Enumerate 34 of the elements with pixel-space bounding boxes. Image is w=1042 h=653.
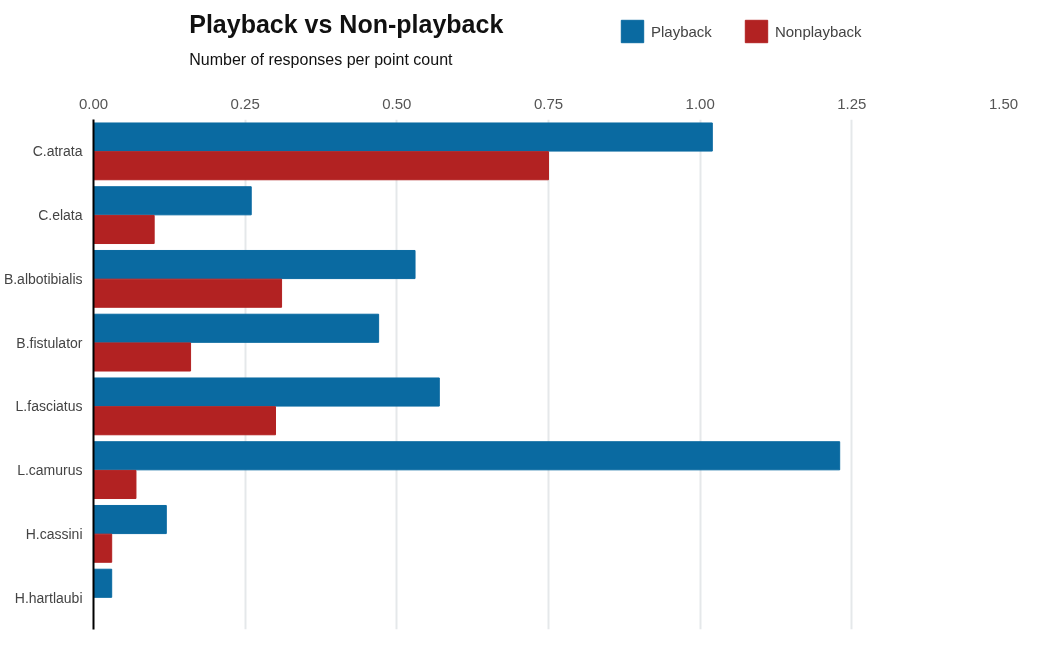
bar — [93, 313, 380, 343]
x-tick-label: 1.50 — [988, 94, 1019, 112]
legend-label: Playback — [651, 22, 712, 40]
bar — [93, 377, 440, 407]
y-tick-label: B.albotibialis — [3, 270, 83, 287]
y-tick-label: C.atrata — [32, 143, 83, 160]
bar — [93, 249, 416, 280]
y-tick-label: H.hartlaubi — [14, 589, 83, 606]
bar — [93, 469, 137, 500]
x-tick-label: 1.25 — [837, 94, 867, 112]
x-tick-label: 0.25 — [230, 94, 260, 112]
bar — [93, 406, 276, 436]
bar — [93, 441, 841, 471]
y-tick-label: L.fasciatus — [15, 398, 83, 415]
bar — [93, 533, 113, 563]
x-tick-label: 0.00 — [78, 94, 109, 112]
bar — [93, 151, 549, 181]
bar — [93, 568, 113, 598]
bar — [93, 342, 192, 372]
legend-label: Nonplayback — [774, 22, 862, 40]
x-tick-label: 0.75 — [533, 94, 564, 112]
y-tick-label: L.camurus — [17, 462, 83, 479]
y-tick-label: B.fistulator — [16, 334, 83, 351]
chart-title: Playback vs Non-playback — [189, 9, 504, 38]
bar — [93, 214, 155, 245]
chart-subtitle: Number of responses per point count — [189, 51, 454, 68]
y-tick-label: H.cassini — [25, 525, 83, 542]
x-tick-label: 0.50 — [382, 94, 412, 112]
bar — [93, 278, 283, 308]
x-tick-label: 1.00 — [685, 94, 715, 112]
bar — [93, 504, 167, 535]
bar — [93, 186, 252, 216]
bar — [93, 122, 713, 152]
y-tick-label: C.elata — [38, 207, 83, 224]
